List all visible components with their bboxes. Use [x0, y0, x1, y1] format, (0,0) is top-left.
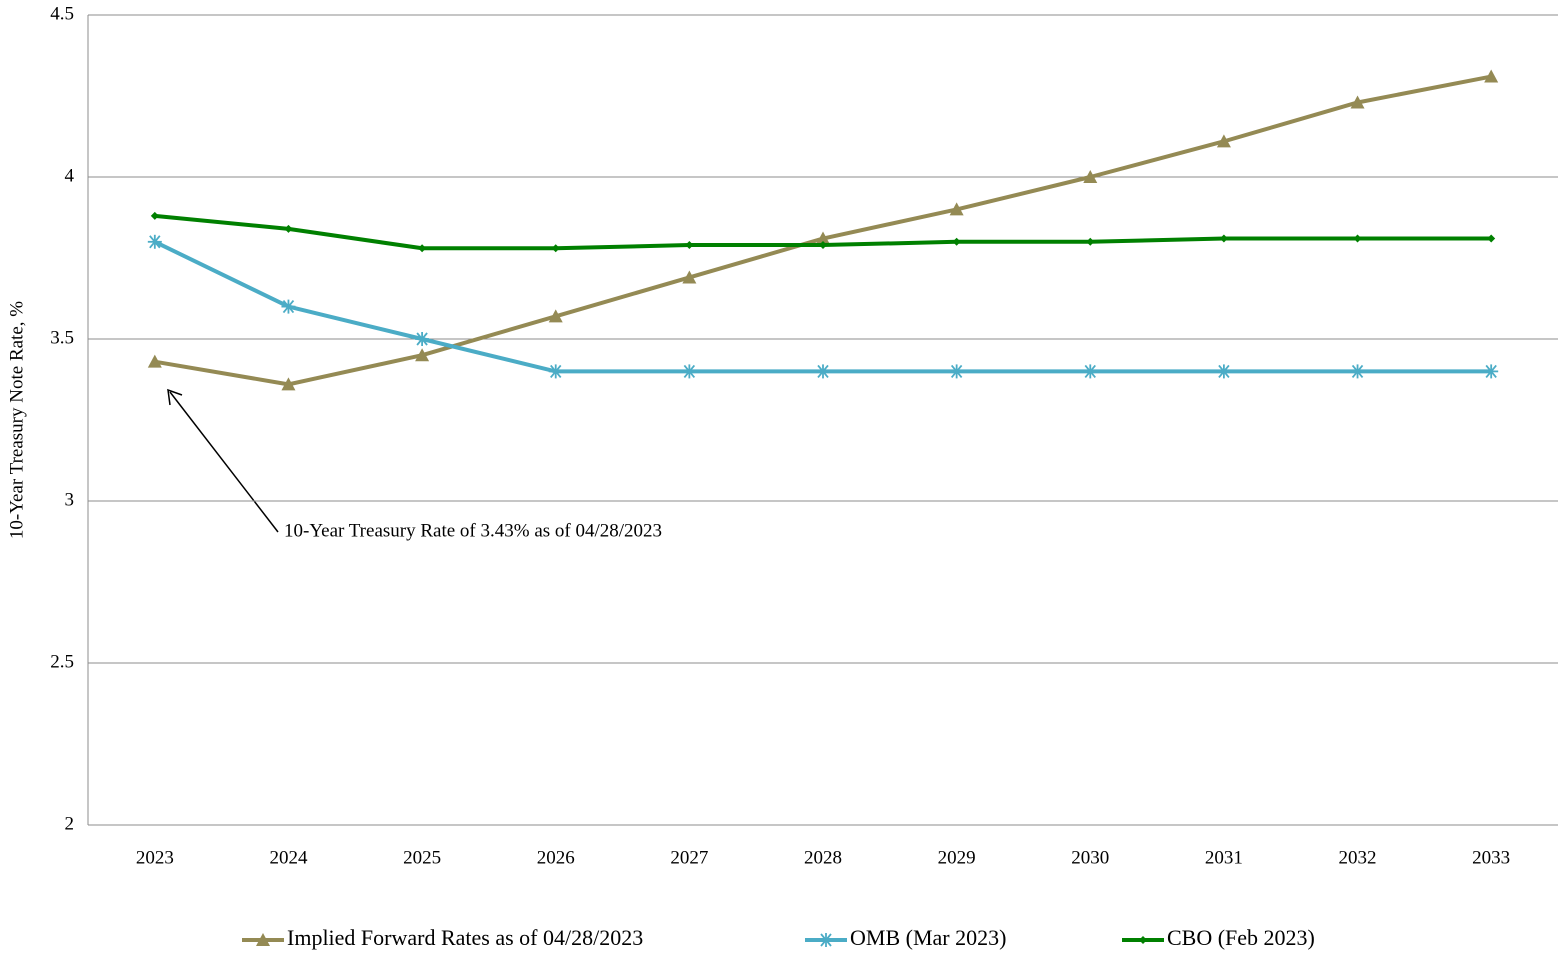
marker — [1139, 936, 1147, 944]
marker — [682, 364, 697, 379]
x-tick-label: 2030 — [1071, 847, 1109, 868]
y-tick-label: 4 — [65, 165, 75, 186]
marker — [1487, 234, 1496, 243]
marker — [949, 202, 964, 216]
marker — [819, 933, 833, 947]
marker — [819, 241, 827, 250]
marker — [1086, 237, 1095, 246]
y-tick-label: 3.5 — [50, 327, 74, 348]
marker — [1083, 364, 1098, 379]
y-tick-label: 3 — [65, 489, 75, 510]
marker — [1350, 95, 1365, 109]
annotation-arrow — [169, 391, 279, 533]
marker — [816, 364, 830, 379]
marker — [256, 933, 270, 946]
marker — [1216, 364, 1231, 379]
marker — [682, 270, 697, 284]
marker — [816, 231, 830, 245]
marker — [281, 299, 296, 314]
marker — [1083, 170, 1098, 183]
marker — [551, 244, 560, 253]
legend-label: Implied Forward Rates as of 04/28/2023 — [287, 925, 643, 950]
marker — [685, 241, 694, 250]
marker — [548, 309, 563, 323]
marker — [1484, 364, 1499, 379]
annotation-arrowhead — [167, 388, 183, 406]
marker — [147, 234, 162, 249]
marker — [1216, 134, 1231, 148]
series-line — [154, 74, 1492, 387]
x-tick-label: 2025 — [403, 847, 441, 868]
marker — [415, 332, 430, 346]
x-tick-label: 2032 — [1339, 847, 1377, 868]
marker — [1484, 69, 1499, 83]
x-tick-label: 2033 — [1472, 847, 1510, 868]
marker — [949, 364, 964, 379]
marker — [1350, 364, 1365, 379]
marker — [281, 377, 296, 391]
x-tick-label: 2031 — [1205, 847, 1243, 868]
legend: Implied Forward Rates as of 04/28/2023 OM… — [242, 925, 1315, 950]
y-tick-label: 2.5 — [50, 651, 74, 672]
series-line — [153, 240, 1492, 374]
x-tick-label: 2029 — [938, 847, 976, 868]
marker — [284, 224, 293, 233]
marker — [548, 364, 563, 379]
x-tick-label: 2028 — [804, 847, 842, 868]
marker — [147, 354, 162, 368]
x-tick-label: 2023 — [136, 847, 174, 868]
marker — [1219, 234, 1228, 243]
marker — [418, 244, 427, 253]
marker — [415, 348, 430, 362]
y-axis-label: 10-Year Treasury Note Rate, % — [6, 301, 27, 539]
marker — [952, 237, 961, 246]
legend-label: OMB (Mar 2023) — [850, 925, 1006, 950]
annotation: 10-Year Treasury Rate of 3.43% as of 04/… — [284, 520, 662, 541]
marker — [150, 211, 159, 220]
y-tick-label: 4.5 — [50, 3, 74, 24]
x-tick-label: 2024 — [269, 847, 308, 868]
legend-label: CBO (Feb 2023) — [1167, 925, 1315, 950]
y-tick-label: 2 — [65, 813, 75, 834]
marker — [1353, 234, 1362, 243]
x-tick-label: 2027 — [670, 847, 708, 868]
x-tick-label: 2026 — [537, 847, 575, 868]
